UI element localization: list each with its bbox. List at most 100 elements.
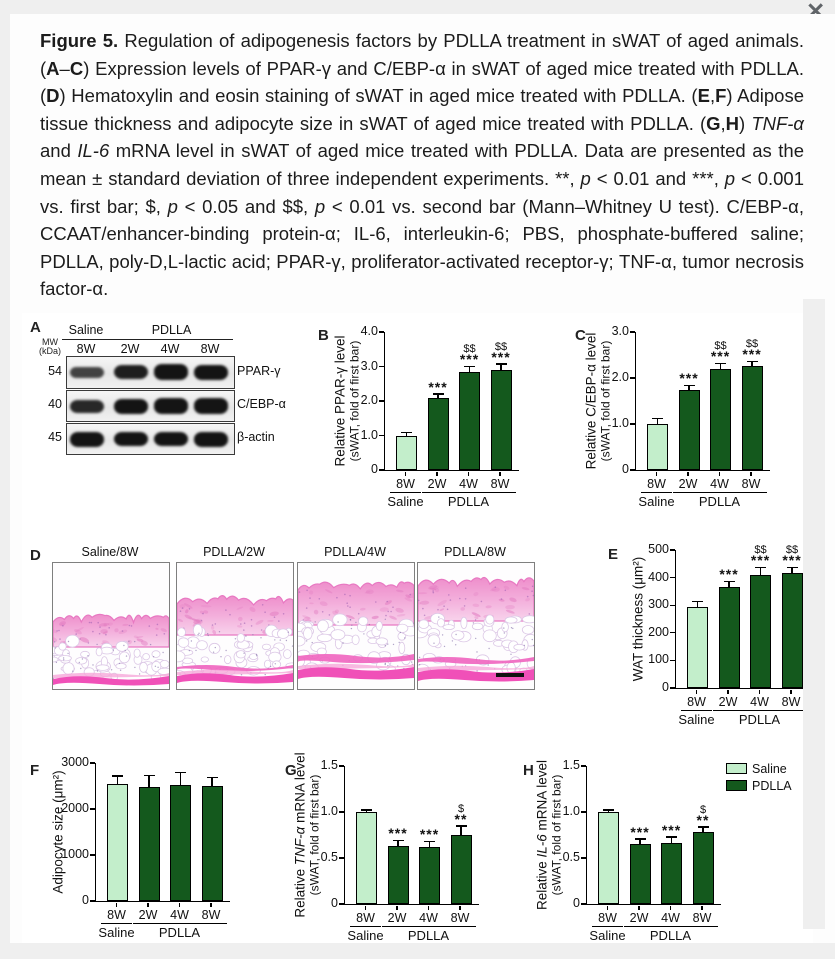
error-bar-cap — [495, 363, 507, 365]
y-tick-label: 1.5 — [562, 758, 580, 772]
error-bar — [639, 839, 641, 845]
group-label-pdlla: PDLLA — [649, 928, 692, 943]
blot-band — [154, 398, 188, 414]
sig-stars: ** — [696, 811, 710, 828]
y-tick-label: 100 — [648, 652, 669, 667]
error-bar-cap — [666, 836, 677, 838]
sig-stars: *** — [491, 348, 511, 365]
sig-stars: *** — [750, 551, 771, 568]
y-axis-label-line1: Relative C/EBP-α level — [584, 333, 599, 470]
blot-box-ppar — [66, 356, 235, 389]
x-tick-mark — [727, 689, 729, 694]
error-bar-cap — [715, 362, 726, 365]
sig-stars: *** — [428, 378, 448, 395]
mw-value: 54 — [48, 364, 62, 378]
sig-stars: *** — [459, 351, 480, 368]
group-label-pdlla: PDLLA — [698, 494, 741, 509]
x-tick-mark — [459, 905, 461, 910]
blot-col-4w: 4W — [160, 342, 180, 356]
caption-segment: – — [59, 57, 70, 79]
significance-label: *** — [408, 827, 452, 841]
y-tick-mark — [581, 857, 586, 859]
y-axis-label-part: Relative C/EBP-α level — [583, 332, 599, 470]
group-label-saline: Saline — [387, 494, 424, 509]
caption-segment: < 0.001 vs. first bar; $, — [40, 167, 804, 217]
blot-band — [70, 431, 104, 447]
bar-2w-pdlla — [387, 846, 409, 904]
y-tick-mark — [630, 423, 635, 425]
caption-segment: G — [706, 112, 721, 134]
x-tick-mark — [147, 902, 149, 907]
error-bar — [397, 841, 399, 847]
error-bar — [148, 775, 150, 787]
blot-band — [114, 398, 148, 414]
caption-segment: D — [46, 85, 60, 107]
sig-stars: *** — [388, 825, 408, 842]
sig-stars: *** — [719, 566, 739, 583]
y-tick-label: 500 — [648, 542, 669, 556]
x-category-label: 2W — [678, 477, 698, 491]
y-axis-label: Relative TNF-α mRNA level (sWAT, fold of … — [293, 752, 322, 917]
blot-group-pdlla: PDLLA — [151, 323, 192, 337]
y-tick-label: 0.5 — [562, 850, 580, 864]
y-axis-label: Relative PPAR-γ level (sWAT, fold of firs… — [333, 335, 362, 466]
significance-label: *** — [618, 825, 662, 839]
x-category-label: 2W — [718, 695, 738, 709]
blot-box-actin — [66, 423, 235, 455]
x-category-label: 4W — [750, 695, 769, 709]
x-category-label: 4W — [170, 908, 189, 922]
bar-4w-pdlla — [170, 784, 191, 901]
bar-8w-saline — [647, 424, 668, 470]
error-bar-cap — [603, 809, 614, 811]
blot-band — [194, 398, 228, 414]
x-category-label: 2W — [138, 908, 158, 922]
sig-stars: ** — [454, 810, 468, 827]
sig-dollar: $$ — [785, 543, 799, 556]
error-bar — [688, 386, 690, 390]
y-tick-mark — [339, 857, 344, 859]
hist-label-pdlla4w: PDLLA/4W — [324, 545, 386, 559]
page-background-gutter — [803, 299, 825, 929]
y-tick-label: 1.5 — [320, 758, 338, 772]
bar-2w-pdlla — [138, 786, 160, 901]
y-tick-mark — [379, 400, 384, 402]
bar-2w-pdlla — [629, 844, 651, 904]
y-tick-mark — [630, 331, 635, 333]
significance-label: $ ** — [439, 803, 483, 827]
caption-segment: Figure 5. — [40, 30, 125, 51]
x-category-label: 8W — [396, 477, 415, 491]
significance-label: *** — [667, 371, 711, 385]
y-tick-label: 200 — [648, 624, 669, 639]
y-axis-label-part: Relative PPAR-γ level — [332, 335, 348, 467]
blot-band — [70, 366, 104, 378]
error-bar-cap — [697, 826, 709, 828]
x-category-label: 8W — [201, 908, 221, 922]
y-tick-mark — [90, 900, 95, 902]
significance-label: *** — [416, 378, 460, 395]
caption-segment: p — [314, 195, 326, 217]
pdlla-group-line — [712, 710, 807, 712]
histology-svg — [177, 563, 293, 689]
group-label-saline: Saline — [638, 494, 675, 509]
mw-value: 45 — [48, 430, 62, 444]
blot-band — [70, 399, 104, 413]
significance-label: *** — [650, 823, 694, 837]
x-tick-mark — [758, 689, 761, 694]
significance-label: $$ *** — [448, 343, 492, 368]
x-category-label: 4W — [459, 477, 478, 491]
y-tick-mark — [670, 687, 675, 689]
error-bar-cap — [361, 809, 372, 811]
caption-segment: E — [697, 85, 710, 107]
x-tick-mark — [396, 905, 398, 910]
y-tick-label: 1.0 — [611, 416, 629, 430]
y-tick-mark — [339, 765, 344, 767]
error-bar-cap — [432, 393, 444, 395]
histology-image-pdlla8w — [417, 562, 535, 690]
legend-item-saline: Saline — [726, 760, 792, 777]
y-axis-label-line1: WAT thickness (μm²) — [631, 557, 646, 682]
blot-band — [194, 364, 228, 380]
blot-band — [154, 432, 188, 446]
caption-segment: ) Adipose tissue thickness and adipocyte… — [40, 85, 804, 134]
sig-stars: *** — [782, 551, 802, 568]
pdlla-group-line — [623, 926, 718, 928]
